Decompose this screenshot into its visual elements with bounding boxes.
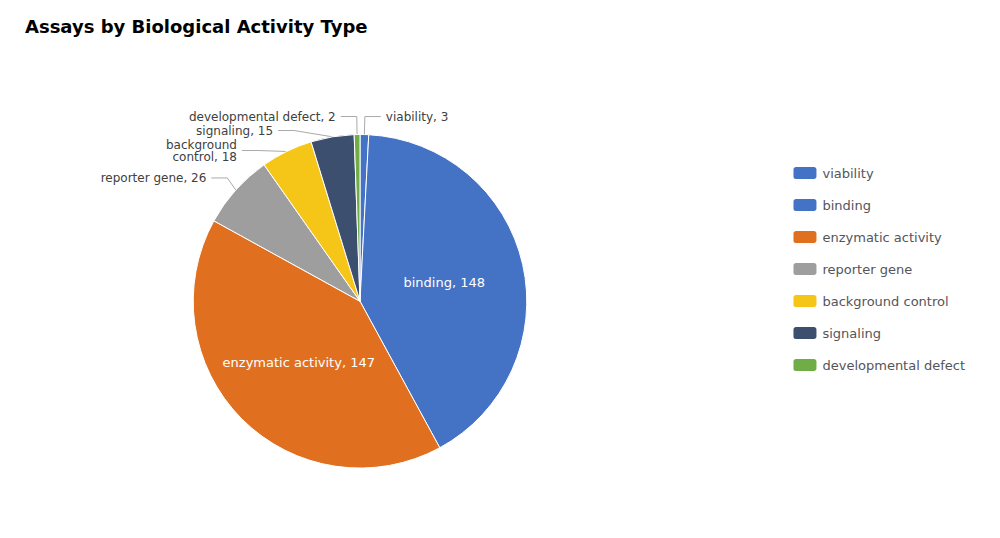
svg-text:background control: background control — [822, 294, 948, 309]
svg-text:reporter gene: reporter gene — [822, 262, 912, 277]
svg-text:reporter gene, 26: reporter gene, 26 — [101, 171, 207, 185]
svg-text:developmental defect: developmental defect — [822, 358, 965, 373]
svg-text:binding: binding — [822, 198, 870, 213]
svg-text:binding, 148: binding, 148 — [403, 275, 485, 290]
svg-text:Assays by Biological Activity: Assays by Biological Activity Type — [25, 16, 368, 37]
svg-text:viability: viability — [822, 166, 873, 181]
svg-text:viability, 3: viability, 3 — [386, 110, 448, 124]
svg-text:signaling: signaling — [822, 326, 881, 341]
svg-text:enzymatic activity: enzymatic activity — [822, 230, 942, 245]
svg-text:signaling, 15: signaling, 15 — [196, 124, 273, 138]
svg-text:developmental defect, 2: developmental defect, 2 — [189, 110, 336, 124]
svg-text:enzymatic activity, 147: enzymatic activity, 147 — [223, 355, 375, 370]
svg-text:background: background — [166, 137, 237, 152]
svg-text:control, 18: control, 18 — [172, 150, 237, 164]
